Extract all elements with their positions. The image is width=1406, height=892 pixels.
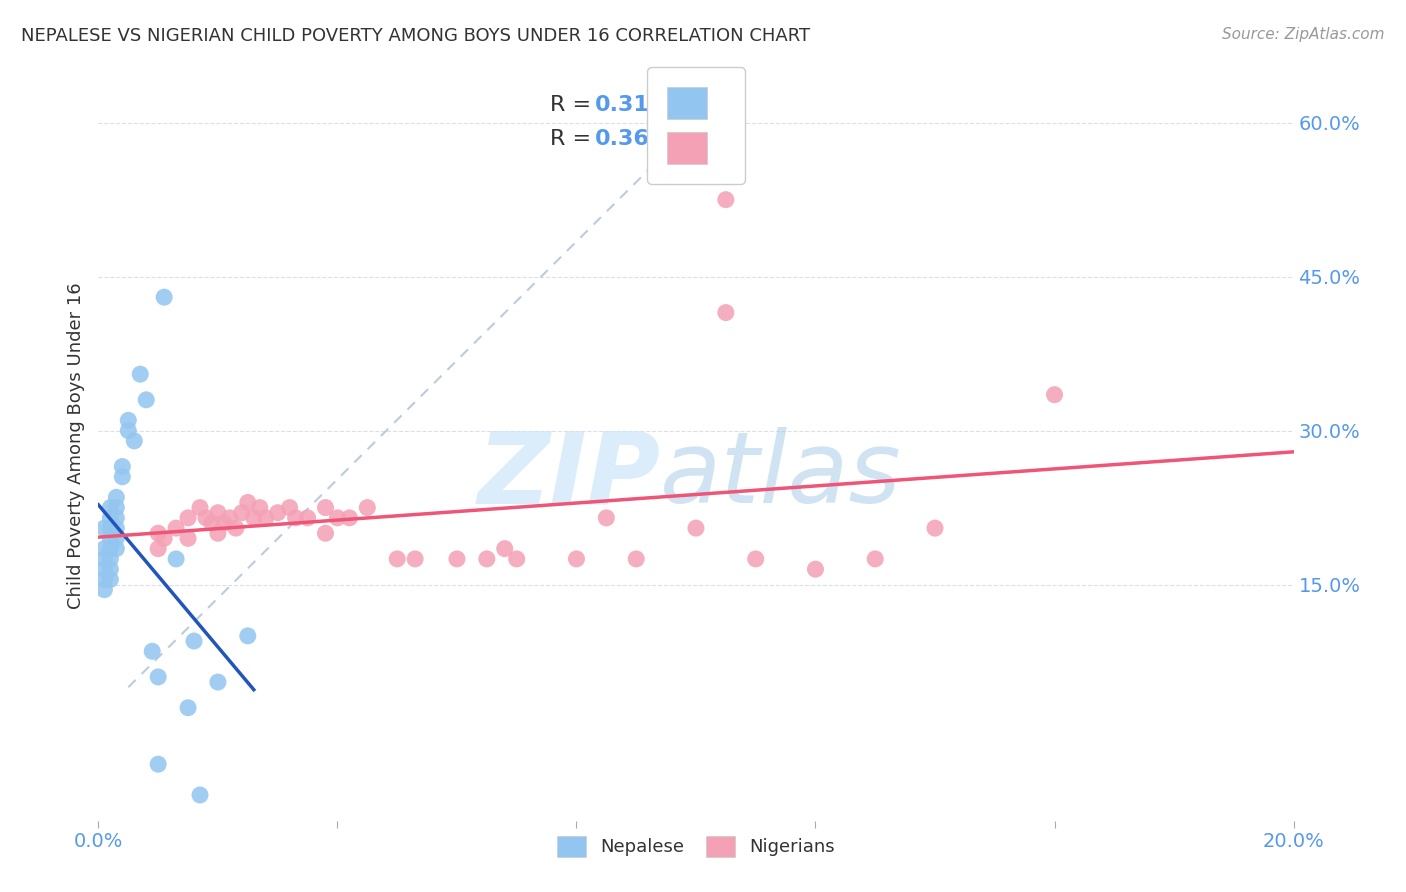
Point bbox=[188, 788, 211, 802]
Point bbox=[135, 392, 157, 407]
Point bbox=[188, 500, 211, 515]
Point bbox=[165, 552, 187, 566]
Point bbox=[148, 757, 170, 772]
Point bbox=[195, 511, 218, 525]
Point bbox=[93, 582, 115, 597]
Point bbox=[219, 511, 242, 525]
Text: ZIP: ZIP bbox=[477, 427, 661, 524]
Point bbox=[804, 562, 827, 576]
Point bbox=[105, 491, 128, 505]
Point bbox=[243, 511, 266, 525]
Point bbox=[201, 516, 224, 530]
Point bbox=[714, 193, 737, 207]
Point bbox=[595, 511, 617, 525]
Point bbox=[148, 541, 170, 556]
Point bbox=[924, 521, 946, 535]
Point bbox=[117, 424, 139, 438]
Point bbox=[105, 541, 128, 556]
Point bbox=[98, 562, 122, 576]
Point bbox=[225, 521, 247, 535]
Point bbox=[153, 290, 176, 304]
Point bbox=[129, 367, 152, 381]
Point bbox=[98, 541, 122, 556]
Point bbox=[315, 500, 337, 515]
Text: Source: ZipAtlas.com: Source: ZipAtlas.com bbox=[1222, 27, 1385, 42]
Text: R =: R = bbox=[550, 128, 599, 149]
Point bbox=[385, 552, 409, 566]
Point bbox=[404, 552, 426, 566]
Point bbox=[745, 552, 768, 566]
Point bbox=[315, 526, 337, 541]
Point bbox=[267, 506, 290, 520]
Point bbox=[93, 573, 115, 587]
Text: atlas: atlas bbox=[661, 427, 901, 524]
Point bbox=[1043, 387, 1066, 401]
Point bbox=[446, 552, 468, 566]
Point bbox=[284, 511, 307, 525]
Text: 45: 45 bbox=[688, 128, 718, 149]
Point bbox=[117, 413, 139, 427]
Point bbox=[231, 506, 253, 520]
Text: NEPALESE VS NIGERIAN CHILD POVERTY AMONG BOYS UNDER 16 CORRELATION CHART: NEPALESE VS NIGERIAN CHILD POVERTY AMONG… bbox=[21, 27, 810, 45]
Point bbox=[565, 552, 588, 566]
Point bbox=[494, 541, 516, 556]
Point bbox=[714, 305, 737, 319]
Text: 37: 37 bbox=[688, 95, 718, 115]
Point bbox=[236, 629, 259, 643]
Point bbox=[207, 526, 229, 541]
Point bbox=[98, 511, 122, 525]
Point bbox=[254, 511, 277, 525]
Text: N =: N = bbox=[645, 128, 710, 149]
Point bbox=[506, 552, 529, 566]
Point bbox=[326, 511, 349, 525]
Point bbox=[207, 675, 229, 690]
Point bbox=[111, 470, 134, 484]
Point bbox=[98, 532, 122, 546]
Point bbox=[236, 495, 259, 509]
Point bbox=[177, 511, 200, 525]
Text: 0.310: 0.310 bbox=[595, 95, 665, 115]
Point bbox=[183, 634, 205, 648]
Text: R =: R = bbox=[550, 95, 599, 115]
Point bbox=[177, 700, 200, 714]
Point bbox=[93, 562, 115, 576]
Point bbox=[148, 670, 170, 684]
Point bbox=[98, 500, 122, 515]
Point bbox=[626, 552, 648, 566]
Point bbox=[212, 516, 235, 530]
Point bbox=[105, 511, 128, 525]
Point bbox=[865, 552, 887, 566]
Point bbox=[249, 500, 271, 515]
Point bbox=[111, 459, 134, 474]
Point bbox=[339, 511, 361, 525]
Point bbox=[356, 500, 378, 515]
Point bbox=[98, 552, 122, 566]
Point bbox=[165, 521, 187, 535]
Point bbox=[207, 506, 229, 520]
Point bbox=[98, 573, 122, 587]
Point bbox=[685, 521, 707, 535]
Text: N =: N = bbox=[645, 95, 710, 115]
Point bbox=[148, 526, 170, 541]
Point bbox=[124, 434, 146, 448]
Legend: Nepalese, Nigerians: Nepalese, Nigerians bbox=[550, 829, 842, 864]
Point bbox=[105, 532, 128, 546]
Y-axis label: Child Poverty Among Boys Under 16: Child Poverty Among Boys Under 16 bbox=[66, 283, 84, 609]
Point bbox=[93, 521, 115, 535]
Point bbox=[297, 511, 319, 525]
Point bbox=[153, 532, 176, 546]
Point bbox=[105, 521, 128, 535]
Point bbox=[93, 552, 115, 566]
Point bbox=[141, 644, 163, 658]
Point bbox=[98, 521, 122, 535]
Point bbox=[93, 541, 115, 556]
Point bbox=[105, 500, 128, 515]
Point bbox=[278, 500, 301, 515]
Point bbox=[177, 532, 200, 546]
Text: 0.364: 0.364 bbox=[595, 128, 665, 149]
Point bbox=[475, 552, 498, 566]
